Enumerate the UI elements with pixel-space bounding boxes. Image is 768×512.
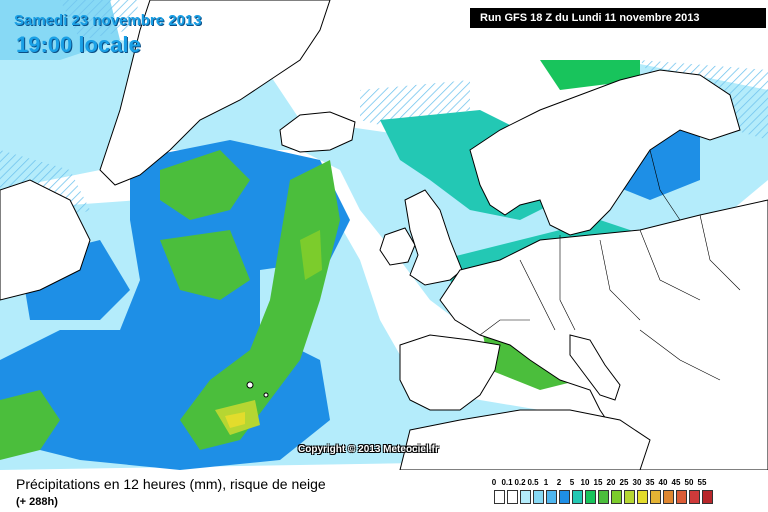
canada xyxy=(0,179,91,301)
legend-swatch xyxy=(520,490,531,504)
precipitation-map: Samedi 23 novembre 2013 19:00 locale Run… xyxy=(0,0,768,470)
legend-swatch xyxy=(624,490,635,504)
legend-swatch xyxy=(611,490,622,504)
legend-swatch xyxy=(676,490,687,504)
map-canvas xyxy=(0,0,768,470)
legend-label: 20 xyxy=(606,478,616,487)
map-title: Précipitations en 12 heures (mm), risque… xyxy=(16,476,326,492)
legend-swatch xyxy=(702,490,713,504)
italy xyxy=(569,334,621,401)
legend-swatch xyxy=(507,490,518,504)
legend-swatch xyxy=(546,490,557,504)
legend-swatches xyxy=(494,490,758,504)
legend-swatch xyxy=(663,490,674,504)
legend-label: 10 xyxy=(580,478,590,487)
legend-label: 40 xyxy=(658,478,668,487)
legend-swatch xyxy=(689,490,700,504)
island xyxy=(246,381,254,389)
legend-swatch xyxy=(533,490,544,504)
legend-label: 0.1 xyxy=(501,478,513,487)
forecast-date: Samedi 23 novembre 2013 xyxy=(14,12,202,29)
island xyxy=(263,392,269,398)
coastlines xyxy=(0,0,768,470)
legend-label: 45 xyxy=(671,478,681,487)
color-legend: 0 0.1 0.2 0.5 1 2 5 10 15 20 25 30 35 40 45 50 55 xyxy=(491,478,758,504)
borders xyxy=(479,149,741,381)
forecast-time: 19:00 locale xyxy=(16,32,141,57)
greenland xyxy=(99,0,331,186)
iberia xyxy=(399,334,501,411)
legend-swatch xyxy=(650,490,661,504)
legend-label: 0 xyxy=(491,478,497,487)
copyright-text: Copyright © 2013 Meteociel.fr xyxy=(298,444,439,455)
legend-label: 15 xyxy=(593,478,603,487)
legend-swatch xyxy=(598,490,609,504)
legend-label: 50 xyxy=(684,478,694,487)
legend-swatch xyxy=(572,490,583,504)
iceland xyxy=(279,111,356,153)
legend-label: 30 xyxy=(632,478,642,487)
great-britain xyxy=(404,189,463,286)
legend-label: 35 xyxy=(645,478,655,487)
legend-labels: 0 0.1 0.2 0.5 1 2 5 10 15 20 25 30 35 40 45 50 55 xyxy=(491,478,758,488)
ireland xyxy=(379,227,416,266)
legend-label: 2 xyxy=(556,478,562,487)
legend-swatch xyxy=(559,490,570,504)
lead-time: (+ 288h) xyxy=(16,496,58,508)
north-africa xyxy=(399,409,651,470)
footer-bar: Précipitations en 12 heures (mm), risque… xyxy=(0,470,768,512)
legend-label: 55 xyxy=(697,478,707,487)
legend-swatch xyxy=(494,490,505,504)
legend-label: 5 xyxy=(569,478,575,487)
legend-swatch xyxy=(585,490,596,504)
legend-label: 25 xyxy=(619,478,629,487)
model-run-label: Run GFS 18 Z du Lundi 11 novembre 2013 xyxy=(470,8,766,28)
legend-label: 0.5 xyxy=(527,478,539,487)
legend-swatch xyxy=(637,490,648,504)
legend-label: 0.2 xyxy=(514,478,526,487)
legend-label: 1 xyxy=(543,478,549,487)
